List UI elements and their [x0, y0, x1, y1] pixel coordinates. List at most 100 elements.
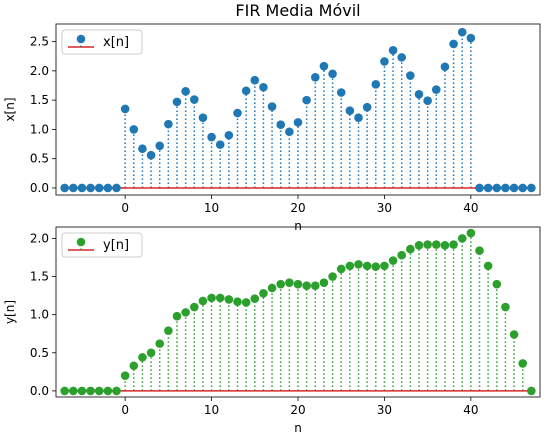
x-tick-label: 0	[121, 403, 129, 417]
x-tick-label: 40	[463, 403, 478, 417]
data-point	[77, 183, 87, 193]
data-point	[310, 72, 320, 82]
x-tick-label: 40	[463, 201, 478, 215]
data-point	[207, 293, 216, 303]
data-point	[68, 183, 78, 193]
stem-markers	[60, 228, 536, 396]
legend: y[n]	[61, 232, 143, 258]
data-point	[120, 371, 130, 380]
data-point	[371, 262, 381, 271]
data-point	[138, 353, 147, 362]
stem-lines	[124, 32, 472, 188]
data-point	[397, 250, 407, 260]
stem-lines	[124, 233, 524, 391]
data-point	[414, 240, 424, 250]
data-point	[164, 119, 173, 129]
y-axis-label: x[n]	[3, 97, 17, 121]
data-point	[328, 69, 337, 79]
data-point	[215, 293, 225, 303]
data-point	[207, 132, 216, 142]
data-point	[319, 278, 329, 287]
y-tick-label: 1.5	[30, 93, 49, 107]
data-point	[112, 386, 121, 396]
data-point	[518, 183, 528, 193]
chart-title: FIR Media Móvil	[235, 1, 360, 20]
data-point	[60, 183, 69, 193]
legend-marker-swatch	[76, 34, 86, 44]
data-point	[328, 272, 337, 281]
x-tick-label: 10	[204, 201, 219, 215]
data-point	[388, 256, 398, 265]
data-point	[371, 80, 381, 89]
data-point	[354, 260, 363, 269]
data-point	[414, 89, 424, 99]
data-point	[233, 108, 242, 118]
data-point	[475, 246, 484, 255]
data-point	[189, 302, 199, 312]
data-point	[431, 85, 441, 94]
data-point	[501, 183, 510, 193]
y-tick-label: 0.0	[30, 181, 49, 195]
y-tick-label: 0.5	[30, 152, 49, 166]
data-point	[362, 261, 372, 271]
data-point	[112, 183, 121, 193]
data-point	[509, 183, 519, 193]
data-point	[224, 295, 234, 304]
data-point	[509, 330, 519, 339]
data-point	[440, 240, 450, 250]
data-point	[60, 386, 69, 396]
data-point	[189, 95, 199, 104]
data-point	[241, 298, 251, 307]
data-point	[224, 130, 234, 140]
data-point	[440, 62, 450, 72]
data-point	[466, 228, 476, 238]
data-point	[259, 289, 268, 298]
data-point	[302, 281, 311, 290]
data-point	[492, 183, 502, 193]
y-tick-label: 1.0	[30, 122, 49, 136]
data-point	[527, 386, 536, 396]
data-point	[397, 53, 407, 62]
stem-markers	[60, 27, 536, 193]
data-point	[362, 102, 372, 112]
data-point	[181, 87, 190, 96]
legend: x[n]	[61, 29, 143, 55]
data-point	[293, 118, 303, 127]
data-point	[336, 264, 346, 274]
data-point	[86, 183, 95, 193]
data-point	[319, 61, 329, 71]
data-point	[431, 240, 441, 249]
x-axis-label: n	[294, 219, 302, 233]
data-point	[449, 240, 458, 249]
data-point	[293, 279, 303, 289]
data-point	[492, 279, 502, 289]
data-point	[103, 386, 113, 396]
data-point	[466, 33, 476, 43]
data-point	[215, 140, 225, 149]
data-point	[77, 386, 87, 396]
data-point	[336, 88, 346, 97]
data-point	[354, 113, 363, 122]
data-point	[267, 102, 277, 111]
y-tick-label: 2.0	[30, 64, 49, 78]
data-point	[475, 183, 484, 193]
legend-box	[61, 232, 143, 258]
data-point	[259, 82, 268, 92]
data-point	[388, 46, 398, 55]
y-tick-label: 1.5	[30, 270, 49, 284]
data-point	[380, 261, 389, 271]
y-tick-label: 2.5	[30, 35, 49, 49]
data-point	[68, 386, 78, 396]
data-point	[120, 104, 130, 114]
legend-label: y[n]	[103, 238, 129, 253]
data-point	[276, 279, 286, 289]
data-point	[233, 297, 242, 307]
data-point	[172, 311, 182, 321]
data-point	[129, 125, 139, 134]
data-point	[172, 97, 182, 107]
data-point	[423, 96, 432, 106]
data-point	[423, 240, 432, 249]
data-point	[138, 144, 147, 154]
data-point	[129, 361, 139, 371]
data-point	[380, 57, 389, 66]
